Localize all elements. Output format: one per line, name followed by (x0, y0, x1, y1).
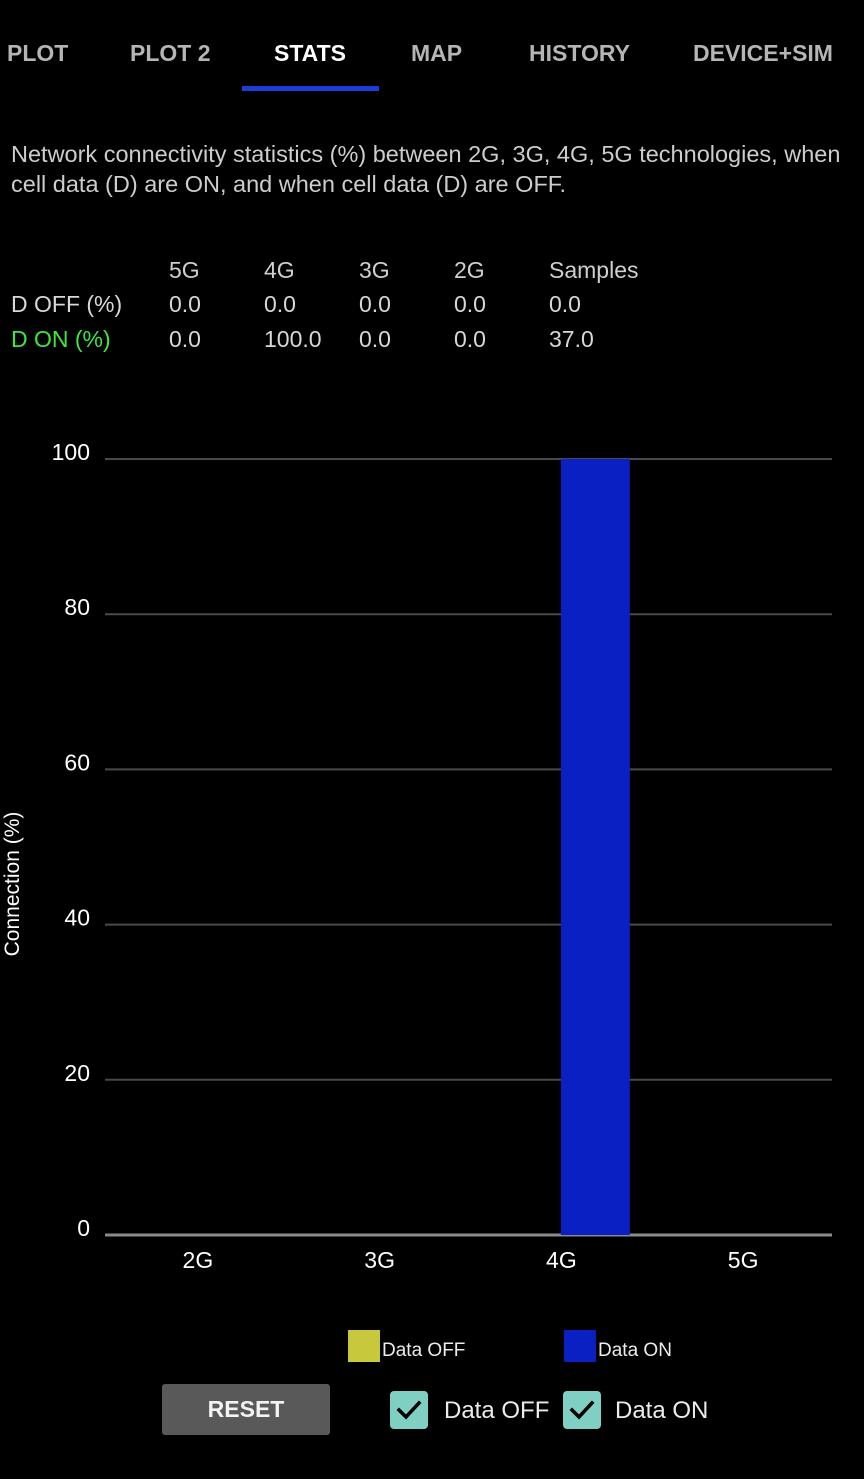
tab-plot-2[interactable]: PLOT 2 (130, 40, 211, 66)
x-tick-label: 3G (364, 1247, 395, 1273)
d-on-samples-value: 37.0 (549, 326, 594, 352)
legend-swatch-data-on (564, 1330, 596, 1362)
bar-data-on-4g (560, 459, 630, 1235)
tab-plot[interactable]: PLOT (7, 40, 69, 66)
d-off-samples-value: 0.0 (549, 291, 581, 317)
d-on-5g-value: 0.0 (169, 326, 201, 352)
header-samples: Samples (549, 257, 639, 283)
d-on-4g-value: 100.0 (264, 326, 322, 352)
stats-description: Network connectivity statistics (%) betw… (11, 141, 841, 197)
y-axis-label: Connection (%) (1, 812, 24, 957)
tab-stats[interactable]: STATS (274, 40, 346, 66)
header-2g: 2G (454, 257, 485, 283)
data-on-checkbox[interactable] (563, 1391, 601, 1429)
active-tab-indicator (242, 86, 379, 91)
legend-swatch-data-off (348, 1330, 380, 1362)
header-4g: 4G (264, 257, 295, 283)
y-tick-label: 60 (64, 749, 90, 775)
data-on-checkbox-label[interactable]: Data ON (615, 1397, 709, 1424)
d-off-5g-value: 0.0 (169, 291, 201, 317)
data-off-checkbox-label[interactable]: Data OFF (444, 1397, 550, 1424)
tab-device-sim[interactable]: DEVICE+SIM (693, 40, 833, 66)
d-off-2g-value: 0.0 (454, 291, 486, 317)
connection-bar-chart: 0 20 40 60 80 100 2G 3G 4G 5G Connection (%) (1, 439, 832, 1273)
d-off-3g-value: 0.0 (359, 291, 391, 317)
d-on-3g-value: 0.0 (359, 326, 391, 352)
y-tick-label: 100 (52, 439, 90, 465)
row-label-d-on: D ON (%) (11, 326, 111, 352)
legend-label-data-off: Data OFF (382, 1340, 466, 1361)
x-tick-label: 2G (183, 1247, 214, 1273)
reset-button[interactable]: RESET (162, 1384, 330, 1435)
d-on-2g-value: 0.0 (454, 326, 486, 352)
header-5g: 5G (169, 257, 200, 283)
tab-bar: PLOT PLOT 2 STATS MAP HISTORY DEVICE+SIM (0, 0, 864, 92)
x-tick-label: 5G (728, 1247, 759, 1273)
y-tick-label: 40 (64, 905, 90, 931)
legend-label-data-on: Data ON (598, 1340, 672, 1361)
d-off-4g-value: 0.0 (264, 291, 296, 317)
tab-map[interactable]: MAP (411, 40, 463, 66)
data-off-checkbox[interactable] (390, 1391, 428, 1429)
tab-history[interactable]: HISTORY (529, 40, 630, 66)
header-3g: 3G (359, 257, 390, 283)
y-tick-label: 80 (64, 594, 90, 620)
y-tick-label: 20 (64, 1060, 90, 1086)
checkmark-icon (569, 1400, 595, 1420)
row-label-d-off: D OFF (%) (11, 291, 123, 317)
x-tick-label: 4G (546, 1247, 577, 1273)
y-tick-label: 0 (77, 1215, 90, 1241)
checkmark-icon (396, 1400, 422, 1420)
